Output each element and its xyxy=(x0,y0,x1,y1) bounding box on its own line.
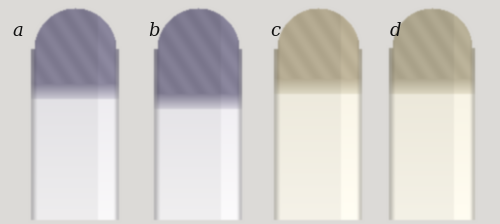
Text: c: c xyxy=(270,22,280,40)
Text: d: d xyxy=(390,22,402,40)
Text: a: a xyxy=(12,22,23,40)
Text: b: b xyxy=(148,22,160,40)
